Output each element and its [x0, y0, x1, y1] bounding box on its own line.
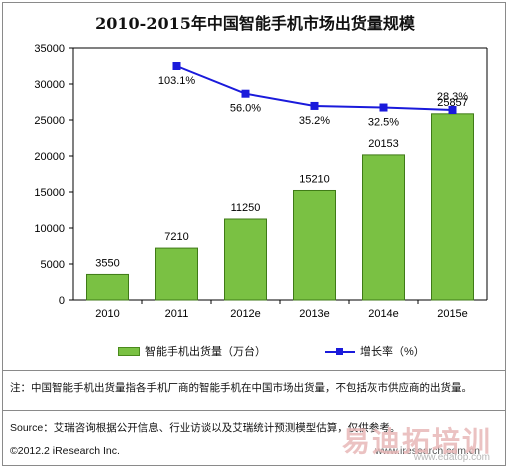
bar-2010	[86, 273, 129, 301]
y-tick-label: 25000	[34, 115, 65, 127]
bar-2015e	[431, 113, 474, 301]
chart-axes: 0 5000 10000 15000 20000 25000 30000 35000 2010 2…	[34, 43, 488, 320]
legend-line-label: 增长率（%）	[360, 346, 425, 358]
bar-value-label: 7210	[164, 231, 188, 243]
watermark-url: www.edatop.com	[413, 452, 490, 463]
growth-value-label: 103.1%	[158, 75, 196, 87]
growth-value-label: 56.0%	[230, 103, 261, 115]
bar-2013e	[293, 189, 336, 301]
x-tick-label: 2013e	[299, 308, 330, 320]
chart-frame	[2, 2, 506, 466]
growth-point-2011	[172, 62, 181, 70]
x-tick-label: 2015e	[437, 308, 468, 320]
growth-point-2015e	[448, 106, 457, 114]
bar-2011	[155, 247, 198, 301]
separator-2	[2, 410, 506, 411]
y-tick-label: 10000	[34, 223, 65, 235]
growth-value-label: 35.2%	[299, 115, 330, 127]
bar-2014e	[362, 154, 405, 301]
line-series: 103.1% 56.0% 35.2% 32.5% 28.3%	[158, 62, 468, 129]
growth-point-2014e	[379, 103, 388, 112]
bar-2012e	[224, 218, 267, 301]
bar-value-label: 25857	[437, 97, 468, 109]
legend-line-swatch	[325, 347, 355, 356]
copyright-text: ©2012.2 iResearch Inc.	[10, 445, 120, 457]
growth-point-2012e	[241, 89, 250, 98]
y-tick-label: 5000	[41, 259, 65, 271]
x-tick-label: 2010	[95, 308, 119, 320]
x-tick-label: 2014e	[368, 308, 399, 320]
y-tick-label: 20000	[34, 151, 65, 163]
growth-point-2013e	[310, 101, 319, 110]
growth-value-label: 28.3%	[437, 91, 468, 103]
bar-series: 3550 7210 11250 15210 20153 25857	[86, 97, 474, 301]
legend-bar-swatch	[118, 346, 140, 356]
bar-value-label: 15210	[299, 173, 330, 185]
y-tick-label: 15000	[34, 187, 65, 199]
legend-line: 增长率（%）	[325, 343, 425, 359]
bar-value-label: 20153	[368, 138, 399, 150]
legend-bar-label: 智能手机出货量（万台）	[145, 346, 266, 358]
watermark-text: 易迪拓培训	[341, 426, 492, 457]
y-tick-label: 0	[59, 295, 65, 307]
chart-title: 2010-2015年中国智能手机市场出货量规模	[95, 14, 415, 33]
legend-bar: 智能手机出货量（万台）	[118, 343, 266, 359]
source-text: Source：艾瑞咨询根据公开信息、行业访谈以及艾瑞统计预测模型估算，仅供参考。	[10, 422, 401, 434]
website-text: www.iresearch.com.cn	[374, 445, 480, 457]
y-tick-label: 30000	[34, 79, 65, 91]
note-text: 注：中国智能手机出货量指各手机厂商的智能手机在中国市场出货量，不包括灰市供应商的…	[10, 382, 472, 394]
growth-value-label: 32.5%	[368, 117, 399, 129]
bar-value-label: 11250	[231, 202, 261, 214]
x-tick-label: 2012e	[230, 308, 261, 320]
separator-1	[2, 370, 506, 371]
bar-value-label: 3550	[95, 257, 119, 269]
y-tick-label: 35000	[34, 43, 65, 55]
x-tick-label: 2011	[165, 308, 189, 320]
